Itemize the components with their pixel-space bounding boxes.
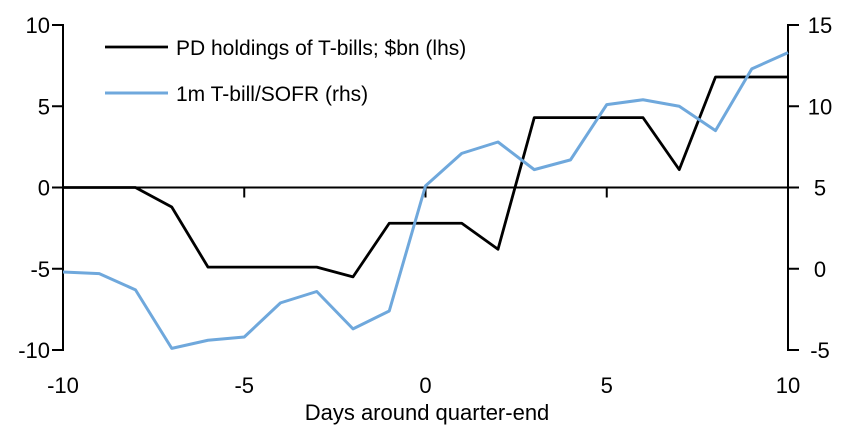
series-line-pd-holdings [63, 75, 788, 279]
right-axis-tick-label: 15 [808, 13, 832, 38]
x-axis-tick-label: 5 [601, 373, 613, 398]
left-axis-tick-label: 10 [26, 13, 50, 38]
x-axis-tick-label: 0 [419, 373, 431, 398]
right-axis-tick-label: 0 [814, 257, 826, 282]
legend-label-tbill-sofr: 1m T-bill/SOFR (rhs) [176, 83, 368, 106]
legend-label-pd-holdings: PD holdings of T-bills; $bn (lhs) [176, 37, 466, 60]
left-axis-tick-label: -5 [30, 257, 50, 282]
x-axis-tick-label: 10 [776, 373, 800, 398]
left-axis-tick-label: 5 [38, 94, 50, 119]
x-axis-tick-label: -10 [47, 373, 79, 398]
right-axis-tick-label: 10 [808, 94, 832, 119]
right-axis-tick-label: -5 [810, 338, 830, 363]
left-axis-tick-label: -10 [18, 338, 50, 363]
series-line-tbill-sofr [62, 51, 789, 350]
right-axis-tick-label: 5 [814, 176, 826, 201]
x-axis-title: Days around quarter-end [305, 400, 550, 425]
x-axis-tick-label: -5 [234, 373, 254, 398]
left-axis-tick-label: 0 [38, 176, 50, 201]
